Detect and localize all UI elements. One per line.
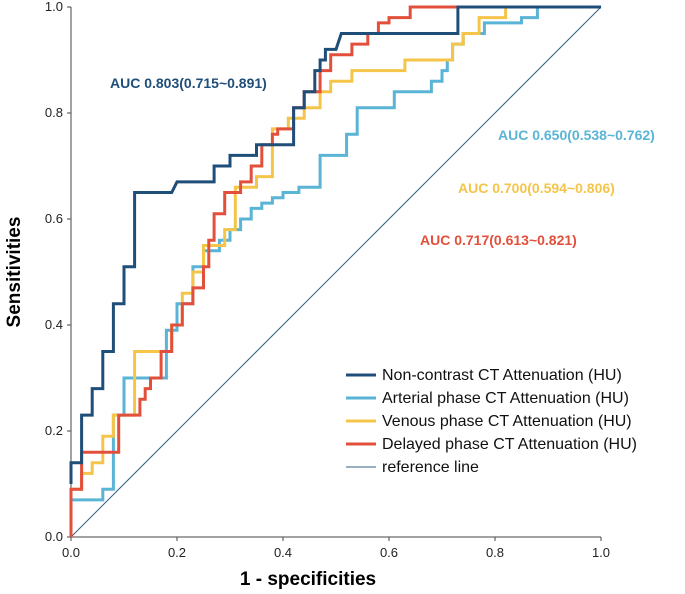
roc-curve-2 (71, 5, 601, 491)
auc-annotation-0: AUC 0.803(0.715~0.891) (110, 75, 267, 91)
y-tick-label: 0.8 (45, 105, 63, 120)
legend-label-2: Venous phase CT Attenuation (HU) (382, 413, 632, 430)
legend-label-3: Delayed phase CT Attenuation (HU) (382, 436, 637, 453)
y-tick-label: 0.6 (45, 211, 63, 226)
roc-curve-0 (69, 5, 601, 484)
legend-label-0: Non-contrast CT Attenuation (HU) (382, 367, 622, 384)
reference-line (70, 6, 602, 538)
y-axis-title: Sensitivities (4, 217, 25, 328)
x-tick-label: 0.6 (380, 545, 398, 560)
y-axis: 0.0 0.2 0.4 0.6 0.8 1.0 (45, 0, 72, 544)
y-tick-label: 1.0 (45, 0, 63, 14)
x-axis: 0.0 0.2 0.4 0.6 0.8 1.0 (62, 536, 610, 560)
y-tick-label: 0.0 (45, 529, 63, 544)
auc-annotation-3: AUC 0.717(0.613~0.821) (420, 232, 577, 248)
auc-labels: AUC 0.803(0.715~0.891) AUC 0.650(0.538~0.… (110, 75, 655, 248)
legend: Non-contrast CT Attenuation (HU) Arterial… (346, 367, 637, 476)
x-tick-label: 0.4 (274, 545, 292, 560)
x-tick-label: 0.2 (168, 545, 186, 560)
series-lines (69, 5, 602, 538)
legend-label-1: Arterial phase CT Attenuation (HU) (382, 390, 629, 407)
auc-annotation-2: AUC 0.700(0.594~0.806) (458, 180, 615, 196)
x-tick-label: 1.0 (592, 545, 610, 560)
auc-annotation-1: AUC 0.650(0.538~0.762) (498, 127, 655, 143)
x-axis-title: 1 - specificities (240, 569, 376, 590)
y-tick-label: 0.2 (45, 423, 63, 438)
roc-curve-3 (69, 5, 601, 537)
legend-label-reference: reference line (382, 459, 479, 476)
y-tick-label: 0.4 (45, 317, 63, 332)
x-tick-label: 0.8 (486, 545, 504, 560)
x-tick-label: 0.0 (62, 545, 80, 560)
